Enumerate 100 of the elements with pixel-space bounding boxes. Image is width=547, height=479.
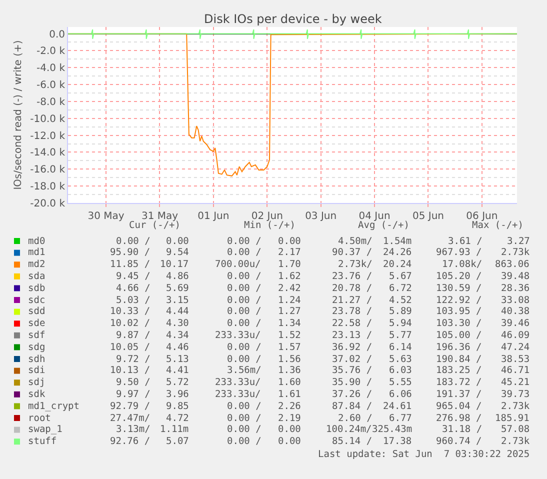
text: 1.70 [278, 259, 302, 270]
text: 5.94 [389, 318, 412, 329]
text: 4.34 [166, 330, 190, 341]
text: 2.73k/ [338, 259, 372, 270]
text: 5.55 [389, 377, 412, 388]
legend-label: md0 [28, 236, 46, 247]
text: 10.05 / [110, 342, 150, 353]
text: 0.00 / [227, 424, 262, 435]
text: 17.08k/ [442, 259, 482, 270]
y-tick-label: -4.0 k [36, 63, 66, 74]
text: 0.00 / [227, 306, 262, 317]
y-tick-label: -6.0 k [36, 80, 66, 92]
text: 90.37 / [332, 247, 372, 258]
text: 39.73 [501, 389, 530, 400]
text: 191.37 / [436, 389, 482, 400]
y-tick-label: -20.0 k [30, 198, 66, 210]
text: 9.54 [166, 247, 190, 258]
text: 2.73k [501, 436, 530, 447]
text: 5.03 / [116, 295, 150, 306]
text: 9.72 / [116, 354, 150, 365]
text: 190.84 / [436, 354, 482, 365]
text: 4.52 [389, 295, 412, 306]
y-axis-title: IOs/second read (-) / write (+) [13, 40, 24, 190]
y-tick-label: 0.0 [49, 29, 65, 40]
text: 95.90 / [110, 247, 150, 258]
legend-label: sdb [28, 283, 46, 294]
text: 1.62 [278, 271, 301, 282]
legend-label: sde [28, 318, 46, 329]
text: 183.72 / [436, 377, 482, 388]
text: Avg (-/+) [358, 220, 410, 231]
text: 36.92 / [332, 342, 372, 353]
text: 325.43m [372, 424, 412, 435]
y-tick-label: -12.0 k [30, 130, 66, 142]
text: Cur (-/+) [129, 220, 180, 231]
text: 5.72 [166, 377, 189, 388]
text: 6.72 [389, 283, 412, 294]
text: 33.08 [501, 295, 530, 306]
text: 2.60 / [338, 413, 372, 424]
text: 0.00 / [116, 236, 150, 247]
text: 105.00 / [436, 330, 482, 341]
y-tick-label: -18.0 k [30, 182, 66, 193]
text: Last update: Sat Jun 7 03:30:22 2025 [318, 449, 530, 460]
text: 85.14 / [332, 436, 372, 447]
text: 3.15 [166, 295, 189, 306]
chart-title: Disk IOs per device - by week [204, 12, 382, 26]
text: 92.79 / [110, 401, 150, 412]
text: 5.63 [389, 354, 412, 365]
text: 20.78 / [332, 283, 372, 294]
text: 5.89 [389, 306, 412, 317]
text: 1.54m [383, 236, 412, 247]
y-tick-label: -16.0 k [30, 164, 66, 176]
text: 1.27 [278, 306, 301, 317]
text: 27.47m/ [110, 413, 150, 424]
text: 9.87 / [116, 330, 150, 341]
text: 1.57 [278, 342, 301, 353]
text: 103.30 / [436, 318, 482, 329]
text: 37.02 / [332, 354, 372, 365]
text: 1.36 [278, 365, 302, 376]
text: 10.33 / [110, 306, 150, 317]
text: 5.69 [166, 283, 190, 294]
x-tick-label: 05 Jun [412, 211, 444, 222]
text: 0.00 [166, 236, 190, 247]
text: 0.00 / [227, 436, 262, 447]
text: 23.13 / [332, 330, 372, 341]
text: 39.48 [501, 271, 530, 282]
text: 2.17 [278, 247, 301, 258]
text: 4.41 [166, 365, 190, 376]
legend-label: sdj [28, 377, 46, 388]
text: 9.97 / [116, 389, 150, 400]
x-tick-label: 04 Jun [358, 211, 390, 222]
text: 24.26 [383, 247, 412, 258]
text: 2.73k [501, 401, 530, 412]
text: 39.46 [501, 318, 530, 329]
text: 5.67 [389, 271, 412, 282]
x-tick-label: 30 May [88, 211, 124, 222]
text: 17.38 [383, 436, 412, 447]
text: 965.04 / [436, 401, 482, 412]
legend-label: sdf [28, 330, 46, 341]
text: 21.27 / [332, 295, 372, 306]
legend-label: stuff [28, 436, 57, 447]
text: Min (-/+) [244, 220, 296, 231]
text: 103.95 / [436, 306, 482, 317]
text: 0.00 / [227, 318, 262, 329]
text: Max (-/+) [472, 220, 524, 231]
text: 2.26 [278, 401, 302, 412]
text: 47.24 [501, 342, 530, 353]
legend-label: sdg [28, 342, 46, 353]
text: 40.38 [501, 306, 530, 317]
legend-label: swap_1 [28, 424, 63, 435]
text: 0.00 / [227, 342, 262, 353]
text: 1.24 [278, 295, 302, 306]
text: 38.53 [501, 354, 530, 365]
text: 57.08 [501, 424, 530, 435]
text: 6.06 [389, 389, 412, 400]
text: 0.00 / [227, 295, 262, 306]
text: 9.45 / [116, 271, 150, 282]
text: 0.00 / [227, 283, 262, 294]
text: 11.85 / [110, 259, 150, 270]
text: 3.13m/ [116, 424, 150, 435]
legend-label: sdc [28, 295, 46, 306]
